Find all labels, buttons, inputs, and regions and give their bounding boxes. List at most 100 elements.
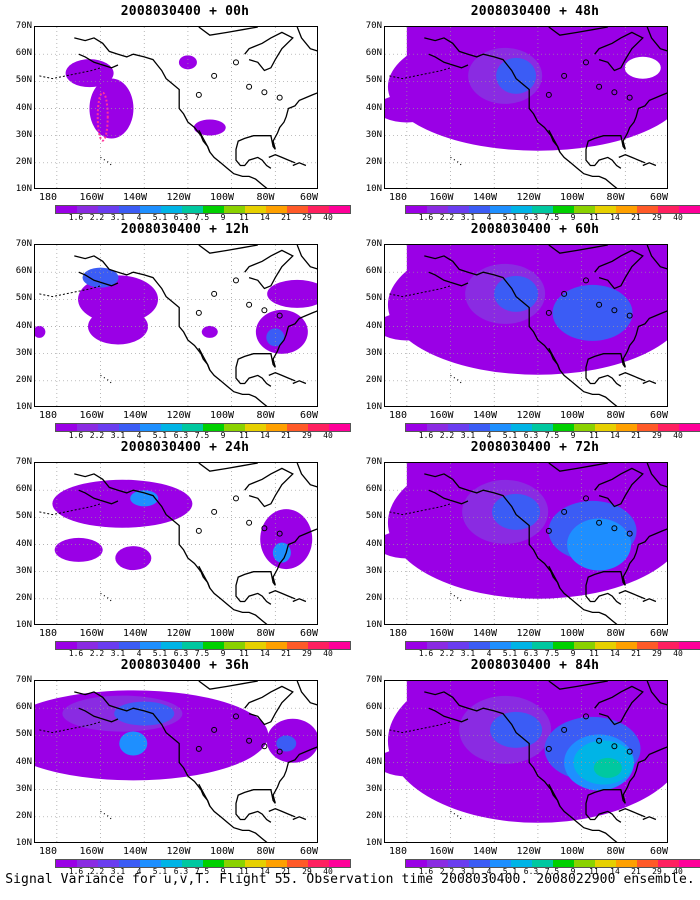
- colorbar-swatch: [119, 642, 140, 649]
- colorbar-tick-label: 7.5: [544, 213, 560, 222]
- colorbar-swatch: [616, 642, 637, 649]
- colorbar-tick-label: 21: [631, 431, 641, 440]
- colorbar-swatch: [616, 424, 637, 431]
- lat-label: 40N: [15, 102, 32, 113]
- lat-label: 20N: [15, 374, 32, 385]
- colorbar-tick-label: 1.6: [68, 867, 84, 876]
- lon-label: 60W: [649, 846, 669, 857]
- figure-caption: Signal Variance for u,v,T. Flight 55. Ob…: [5, 872, 695, 887]
- colorbar: [55, 859, 351, 868]
- colorbar-swatch: [56, 642, 77, 649]
- colorbar-labels: 1.6 2.2 3.1 4 5.1 6.3 7.5 9 11 14 21 29 40: [55, 649, 345, 658]
- colorbar-tick-label: 14: [610, 649, 620, 658]
- colorbar-tick-label: 1.6: [68, 213, 84, 222]
- lon-label: 100W: [209, 410, 235, 421]
- colorbar-swatch: [98, 424, 119, 431]
- colorbar-swatch: [308, 642, 329, 649]
- colorbar-swatch: [658, 206, 679, 213]
- lon-label: 160W: [79, 628, 104, 639]
- lon-label: 100W: [559, 846, 585, 857]
- colorbar-tick-label: 7.5: [194, 649, 210, 658]
- colorbar-tick-label: 1.6: [418, 867, 434, 876]
- colorbar-tick-label: 5.1: [152, 867, 168, 876]
- colorbar-tick-label: 40: [673, 213, 683, 222]
- lon-label: 120W: [166, 846, 191, 857]
- lon-label: 180: [388, 628, 408, 639]
- colorbar-swatch: [203, 860, 224, 867]
- colorbar-swatch: [637, 206, 658, 213]
- lon-label: 180: [38, 192, 58, 203]
- colorbar-swatch: [77, 642, 98, 649]
- lon-label: 140W: [472, 628, 498, 639]
- panel-title: 2008030400 + 36h: [120, 658, 250, 673]
- colorbar-tick-label: 3.1: [110, 867, 126, 876]
- lat-label: 70N: [15, 21, 32, 31]
- colorbar-tick-label: 3.1: [460, 431, 476, 440]
- colorbar-tick-label: 21: [281, 213, 291, 222]
- map-panel-12h: 2008030400 + 12h 70N 60N 50N 40N 30N 20N 10N 18…: [0, 222, 351, 440]
- colorbar-tick-label: 40: [323, 867, 333, 876]
- colorbar-tick-label: 7.5: [544, 431, 560, 440]
- colorbar-labels: 1.6 2.2 3.1 4 5.1 6.3 7.5 9 11 14 21 29 40: [405, 431, 695, 440]
- colorbar-swatch: [658, 642, 679, 649]
- colorbar-swatch: [616, 206, 637, 213]
- lon-label: 120W: [516, 846, 541, 857]
- colorbar-swatch: [140, 424, 161, 431]
- colorbar-tick-label: 29: [652, 213, 662, 222]
- colorbar-tick-label: 4: [486, 213, 492, 222]
- colorbar-tick-label: 5.1: [152, 649, 168, 658]
- lat-label: 20N: [365, 810, 382, 821]
- colorbar-swatch: [161, 424, 182, 431]
- colorbar-swatch: [406, 206, 427, 213]
- colorbar-swatch: [448, 206, 469, 213]
- colorbar-tick-label: 2.2: [439, 867, 455, 876]
- panel-title: 2008030400 + 00h: [120, 4, 250, 19]
- lat-label: 30N: [15, 129, 32, 140]
- colorbar-swatch: [224, 206, 245, 213]
- lon-label: 180: [38, 846, 58, 857]
- lat-label: 40N: [365, 320, 382, 331]
- lat-label: 20N: [15, 810, 32, 821]
- map-panel-60h: 2008030400 + 60h 70N 60N 50N 40N 30N 20N 10N 18…: [350, 222, 700, 440]
- lat-label: 30N: [365, 347, 382, 358]
- colorbar-tick-label: 2.2: [89, 431, 105, 440]
- colorbar-swatch: [140, 642, 161, 649]
- colorbar-tick-label: 21: [281, 431, 291, 440]
- colorbar-tick-label: 3.1: [110, 649, 126, 658]
- lon-label: 120W: [516, 192, 541, 203]
- colorbar-swatch: [448, 642, 469, 649]
- colorbar-swatch: [637, 860, 658, 867]
- colorbar-tick-label: 4: [136, 649, 142, 658]
- lat-label: 70N: [15, 457, 32, 467]
- colorbar-swatch: [287, 642, 308, 649]
- lon-label: 100W: [559, 192, 585, 203]
- colorbar-swatch: [658, 424, 679, 431]
- colorbar-swatch: [266, 860, 287, 867]
- colorbar-swatch: [490, 206, 511, 213]
- colorbar-tick-label: 21: [631, 213, 641, 222]
- colorbar-swatch: [161, 206, 182, 213]
- map-panel-36h: 2008030400 + 36h 70N 60N 50N 40N 30N 20N 10N 18…: [0, 658, 351, 876]
- map-area: [34, 244, 318, 407]
- lat-label: 30N: [365, 783, 382, 794]
- colorbar-tick-label: 11: [239, 431, 249, 440]
- colorbar-swatch: [119, 206, 140, 213]
- lon-label: 60W: [299, 410, 319, 421]
- lon-label: 60W: [299, 192, 319, 203]
- colorbar-swatch: [574, 424, 595, 431]
- colorbar-swatch: [77, 860, 98, 867]
- colorbar-tick-label: 7.5: [194, 431, 210, 440]
- lon-label: 80W: [256, 192, 275, 203]
- colorbar: [55, 641, 351, 650]
- colorbar-tick-label: 11: [239, 867, 249, 876]
- lat-label: 70N: [365, 21, 382, 31]
- colorbar-swatch: [469, 206, 490, 213]
- lat-label: 50N: [365, 729, 382, 740]
- colorbar-swatch: [427, 424, 448, 431]
- lat-label: 40N: [15, 756, 32, 767]
- map-area: [384, 462, 668, 625]
- lat-label: 60N: [365, 48, 382, 59]
- colorbar-tick-label: 14: [610, 867, 620, 876]
- colorbar-swatch: [574, 860, 595, 867]
- colorbar-swatch: [203, 424, 224, 431]
